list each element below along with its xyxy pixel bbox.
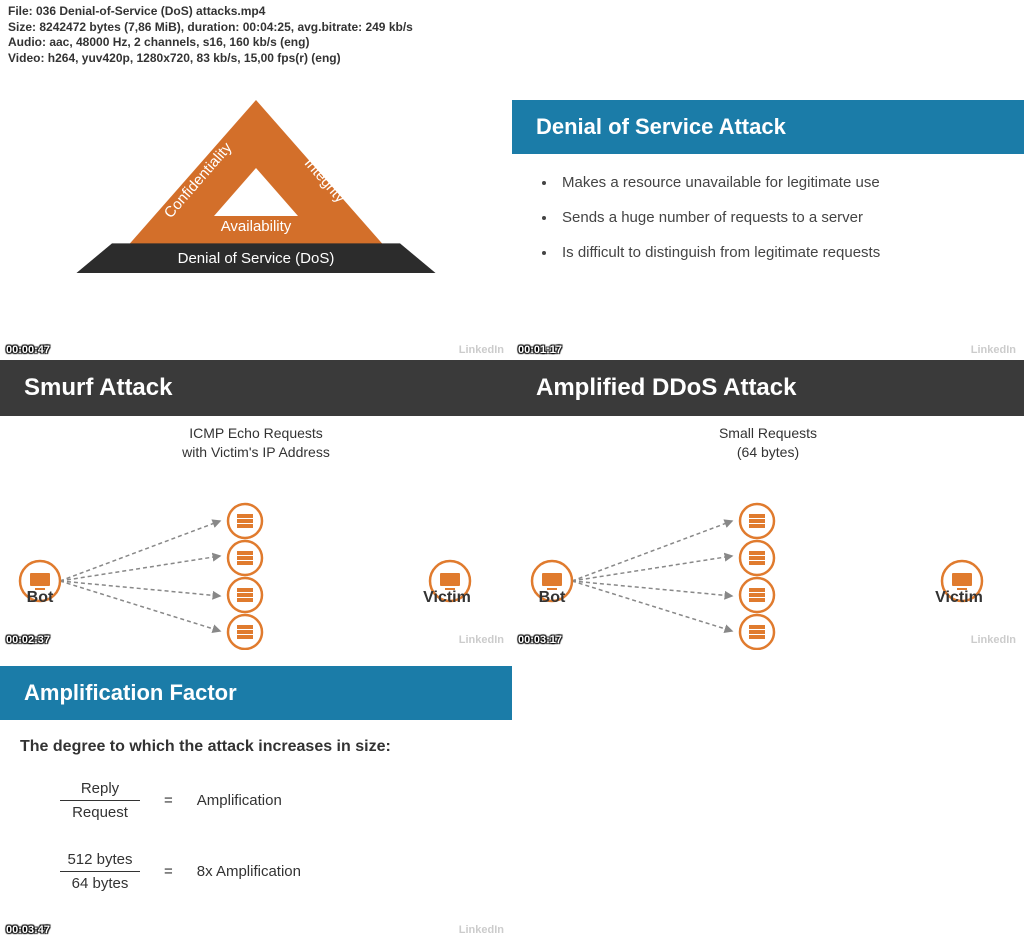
- formula-1: Reply Request = Amplification: [0, 774, 512, 827]
- panel-amplification-factor: Amplification Factor The degree to which…: [0, 650, 512, 940]
- triangle-side-availability: Availability: [221, 218, 292, 235]
- watermark: LinkedIn: [459, 344, 504, 356]
- formula-result: Amplification: [197, 792, 282, 809]
- victim-label: Victim: [392, 589, 502, 607]
- fraction-denominator: 64 bytes: [72, 872, 129, 892]
- timestamp: 00:02:37: [6, 634, 50, 646]
- cia-triangle: Confidentiality Integrity Availability D…: [111, 100, 401, 265]
- subtitle: The degree to which the attack increases…: [0, 738, 512, 774]
- diagram-svg: [0, 461, 512, 651]
- fraction: Reply Request: [60, 780, 140, 821]
- ddos-diagram: Bot Victim Open DNS Resolvers: [512, 461, 1024, 651]
- bullet-item: Makes a resource unavailable for legitim…: [542, 174, 994, 191]
- bot-label: Bot: [522, 589, 582, 607]
- victim-label: Victim: [904, 589, 1014, 607]
- panel-title: Denial of Service Attack: [512, 100, 1024, 154]
- equals-sign: =: [164, 792, 173, 809]
- formula-result: 8x Amplification: [197, 863, 301, 880]
- timestamp: 00:03:17: [518, 634, 562, 646]
- meta-audio: Audio: aac, 48000 Hz, 2 channels, s16, 1…: [8, 35, 1016, 51]
- triangle-base-label: Denial of Service (DoS): [76, 243, 436, 273]
- panel-dos-definition: Denial of Service Attack Makes a resourc…: [512, 70, 1024, 360]
- panel-empty: [512, 650, 1024, 940]
- panel-cia-triangle: Confidentiality Integrity Availability D…: [0, 70, 512, 360]
- watermark: LinkedIn: [971, 634, 1016, 646]
- formula-2: 512 bytes 64 bytes = 8x Amplification: [0, 845, 512, 898]
- server-icon: [228, 615, 262, 649]
- diagram-top-label: ICMP Echo Requests with Victim's IP Addr…: [0, 424, 512, 460]
- diagram-svg: [512, 461, 1024, 651]
- meta-file: File: 036 Denial-of-Service (DoS) attack…: [8, 4, 1016, 20]
- server-icon: [228, 541, 262, 575]
- timestamp: 00:00:47: [6, 344, 50, 356]
- panel-title: Smurf Attack: [0, 360, 512, 416]
- bullet-item: Is difficult to distinguish from legitim…: [542, 244, 994, 261]
- panel-smurf-attack: Smurf Attack ICMP Echo Requests with Vic…: [0, 360, 512, 650]
- timestamp: 00:01:17: [518, 344, 562, 356]
- panel-amplified-ddos: Amplified DDoS Attack Small Requests (64…: [512, 360, 1024, 650]
- bullet-list: Makes a resource unavailable for legitim…: [512, 174, 1024, 261]
- fraction-numerator: 512 bytes: [67, 851, 132, 871]
- file-metadata: File: 036 Denial-of-Service (DoS) attack…: [0, 0, 1024, 70]
- panel-title: Amplification Factor: [0, 666, 512, 720]
- panel-title: Amplified DDoS Attack: [512, 360, 1024, 416]
- watermark: LinkedIn: [459, 924, 504, 936]
- meta-size: Size: 8242472 bytes (7,86 MiB), duration…: [8, 20, 1016, 36]
- bullet-item: Sends a huge number of requests to a ser…: [542, 209, 994, 226]
- triangle-inner: [214, 168, 298, 216]
- server-icon: [228, 578, 262, 612]
- diagram-top-label: Small Requests (64 bytes): [512, 424, 1024, 460]
- equals-sign: =: [164, 863, 173, 880]
- bot-label: Bot: [10, 589, 70, 607]
- smurf-diagram: Bot Victim Third-Party Servers: [0, 461, 512, 651]
- fraction-numerator: Reply: [81, 780, 119, 800]
- watermark: LinkedIn: [459, 634, 504, 646]
- timestamp: 00:03:47: [6, 924, 50, 936]
- fraction: 512 bytes 64 bytes: [60, 851, 140, 892]
- server-icon: [228, 504, 262, 538]
- meta-video: Video: h264, yuv420p, 1280x720, 83 kb/s,…: [8, 51, 1016, 67]
- fraction-denominator: Request: [72, 801, 128, 821]
- watermark: LinkedIn: [971, 344, 1016, 356]
